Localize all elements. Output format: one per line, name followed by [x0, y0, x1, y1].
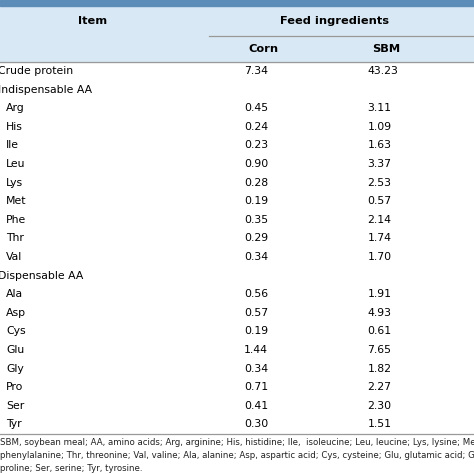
Bar	[0, 285, 474, 303]
Text: 0.71: 0.71	[244, 382, 268, 392]
Text: Indispensable AA: Indispensable AA	[0, 84, 92, 94]
Text: phenylalanine; Thr, threonine; Val, valine; Ala, alanine; Asp, aspartic acid; Cy: phenylalanine; Thr, threonine; Val, vali…	[0, 451, 474, 460]
Bar	[0, 99, 474, 118]
Bar	[0, 80, 474, 99]
Text: Arg: Arg	[6, 103, 25, 113]
Text: Met: Met	[6, 196, 27, 206]
Text: 0.57: 0.57	[244, 308, 268, 318]
Text: Cys: Cys	[6, 327, 26, 337]
Text: Thr: Thr	[6, 233, 24, 243]
Text: 1.91: 1.91	[367, 289, 392, 299]
Text: 3.37: 3.37	[367, 159, 392, 169]
Bar	[0, 359, 474, 378]
Bar	[0, 341, 474, 359]
Text: Lys: Lys	[6, 178, 23, 188]
Bar	[0, 210, 474, 229]
Bar	[0, 229, 474, 247]
Bar	[0, 266, 474, 285]
Bar	[0, 155, 474, 173]
Bar	[0, 303, 474, 322]
Text: Ala: Ala	[6, 289, 23, 299]
Text: Gly: Gly	[6, 364, 24, 374]
Bar	[0, 136, 474, 155]
Text: 1.70: 1.70	[367, 252, 392, 262]
Bar	[0, 415, 474, 434]
Bar	[0, 6, 474, 36]
Text: Leu: Leu	[6, 159, 26, 169]
Text: 0.28: 0.28	[244, 178, 268, 188]
Text: 7.34: 7.34	[244, 66, 268, 76]
Text: Ser: Ser	[6, 401, 25, 411]
Text: 0.24: 0.24	[244, 122, 268, 132]
Bar	[0, 173, 474, 192]
Bar	[0, 0, 474, 6]
Text: Pro: Pro	[6, 382, 24, 392]
Text: 1.09: 1.09	[367, 122, 392, 132]
Text: Feed ingredients: Feed ingredients	[280, 16, 389, 26]
Bar	[0, 62, 474, 80]
Text: 0.61: 0.61	[367, 327, 392, 337]
Text: 0.57: 0.57	[367, 196, 392, 206]
Text: 0.34: 0.34	[244, 364, 268, 374]
Text: 0.56: 0.56	[244, 289, 268, 299]
Text: 2.53: 2.53	[367, 178, 392, 188]
Bar	[0, 396, 474, 415]
Text: 2.27: 2.27	[367, 382, 392, 392]
Text: 1.82: 1.82	[367, 364, 392, 374]
Text: Glu: Glu	[6, 345, 25, 355]
Text: Ile: Ile	[6, 140, 19, 150]
Text: 0.34: 0.34	[244, 252, 268, 262]
Text: Asp: Asp	[6, 308, 26, 318]
Text: Phe: Phe	[6, 215, 27, 225]
Text: 0.41: 0.41	[244, 401, 268, 411]
Bar	[0, 378, 474, 396]
Text: 0.90: 0.90	[244, 159, 268, 169]
Text: SBM, soybean meal; AA, amino acids; Arg, arginine; His, histidine; Ile,  isoleuc: SBM, soybean meal; AA, amino acids; Arg,…	[0, 438, 474, 447]
Text: 3.11: 3.11	[367, 103, 392, 113]
Bar	[0, 322, 474, 341]
Text: Val: Val	[6, 252, 22, 262]
Text: 7.65: 7.65	[367, 345, 392, 355]
Text: 0.23: 0.23	[244, 140, 268, 150]
Text: 2.30: 2.30	[367, 401, 392, 411]
Text: 0.35: 0.35	[244, 215, 268, 225]
Text: Dispensable AA: Dispensable AA	[0, 271, 83, 281]
Bar	[0, 248, 474, 266]
Text: SBM: SBM	[372, 44, 401, 54]
Text: 0.19: 0.19	[244, 196, 268, 206]
Text: His: His	[6, 122, 23, 132]
Text: 1.74: 1.74	[367, 233, 392, 243]
Text: 0.19: 0.19	[244, 327, 268, 337]
Text: 0.45: 0.45	[244, 103, 268, 113]
Text: 1.51: 1.51	[367, 419, 392, 429]
Text: 1.63: 1.63	[367, 140, 392, 150]
Bar	[0, 36, 474, 62]
Text: proline; Ser, serine; Tyr, tyrosine.: proline; Ser, serine; Tyr, tyrosine.	[0, 464, 143, 473]
Text: 0.30: 0.30	[244, 419, 268, 429]
Bar	[0, 192, 474, 210]
Text: 43.23: 43.23	[367, 66, 398, 76]
Text: Item: Item	[78, 16, 107, 26]
Text: 2.14: 2.14	[367, 215, 392, 225]
Text: Crude protein: Crude protein	[0, 66, 73, 76]
Bar	[0, 118, 474, 136]
Text: 0.29: 0.29	[244, 233, 268, 243]
Text: 1.44: 1.44	[244, 345, 268, 355]
Text: Corn: Corn	[248, 44, 278, 54]
Text: Tyr: Tyr	[6, 419, 22, 429]
Text: 4.93: 4.93	[367, 308, 392, 318]
